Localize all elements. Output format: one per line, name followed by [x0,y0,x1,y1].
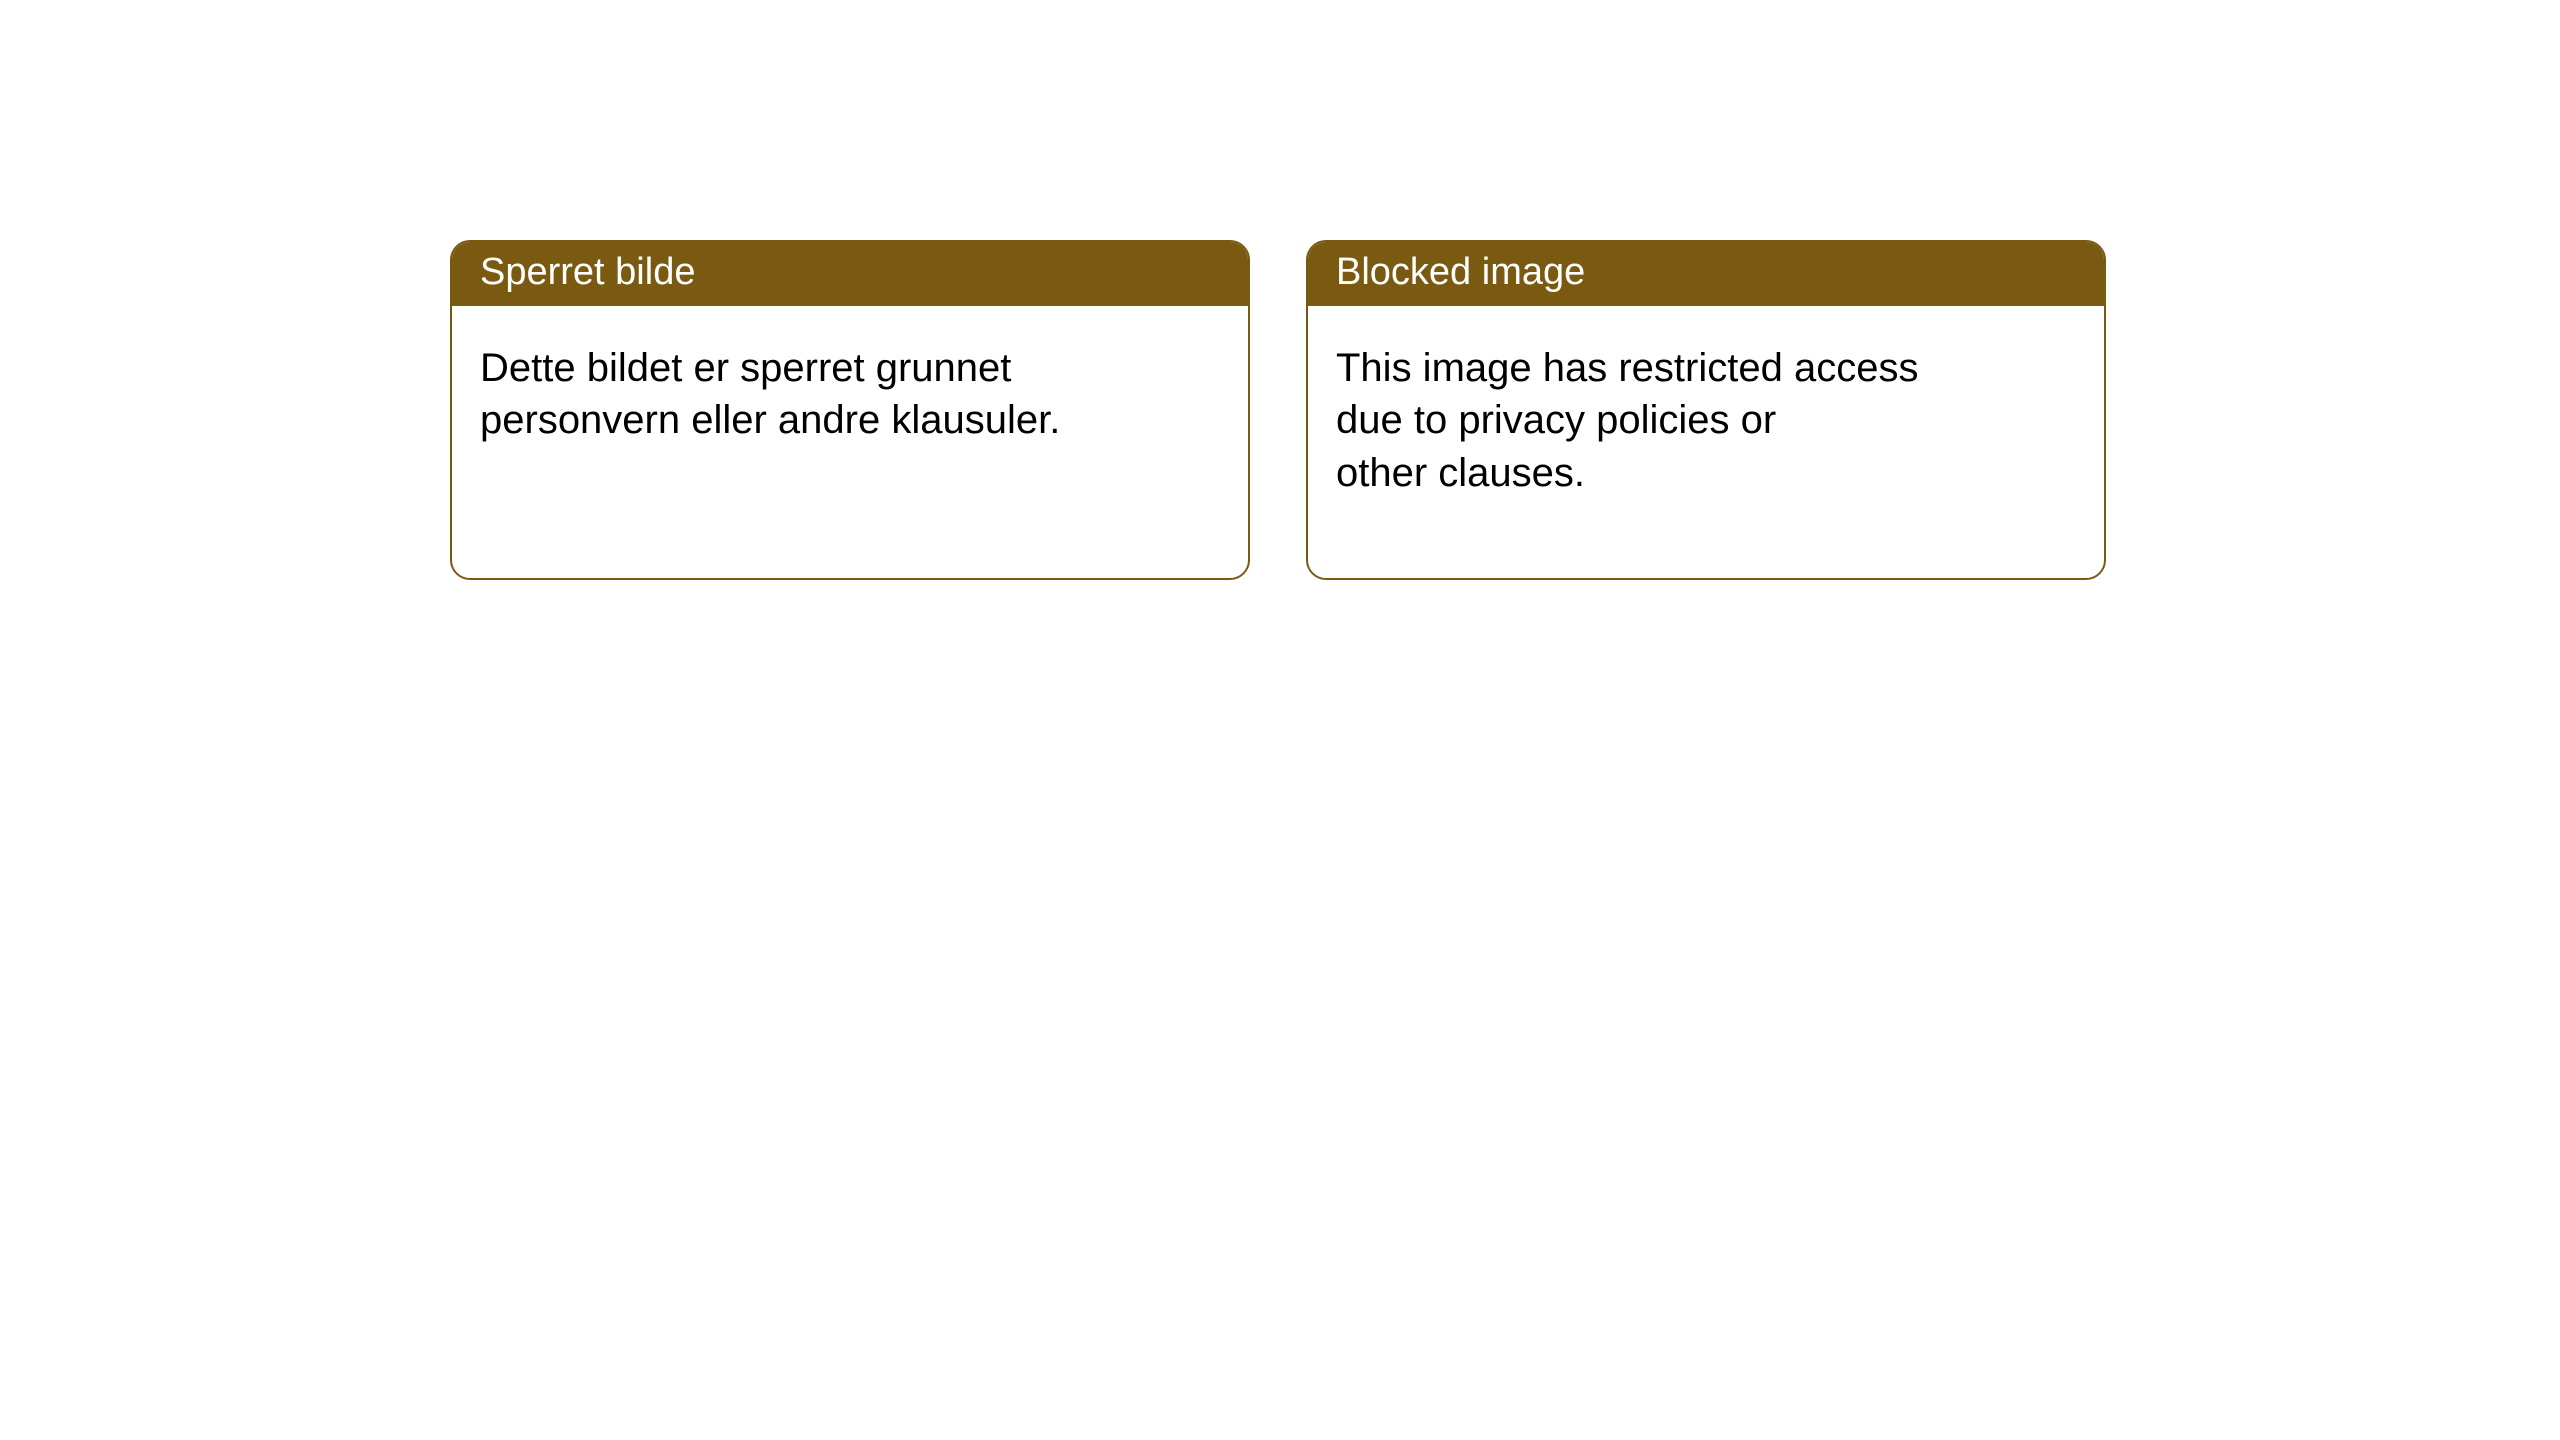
card-title-en: Blocked image [1308,242,2104,306]
notice-cards-container: Sperret bilde Dette bildet er sperret gr… [0,240,2560,580]
card-body-no: Dette bildet er sperret grunnet personve… [452,306,1248,578]
blocked-image-card-en: Blocked image This image has restricted … [1306,240,2106,580]
card-body-en: This image has restricted access due to … [1308,306,2104,578]
card-title-no: Sperret bilde [452,242,1248,306]
blocked-image-card-no: Sperret bilde Dette bildet er sperret gr… [450,240,1250,580]
